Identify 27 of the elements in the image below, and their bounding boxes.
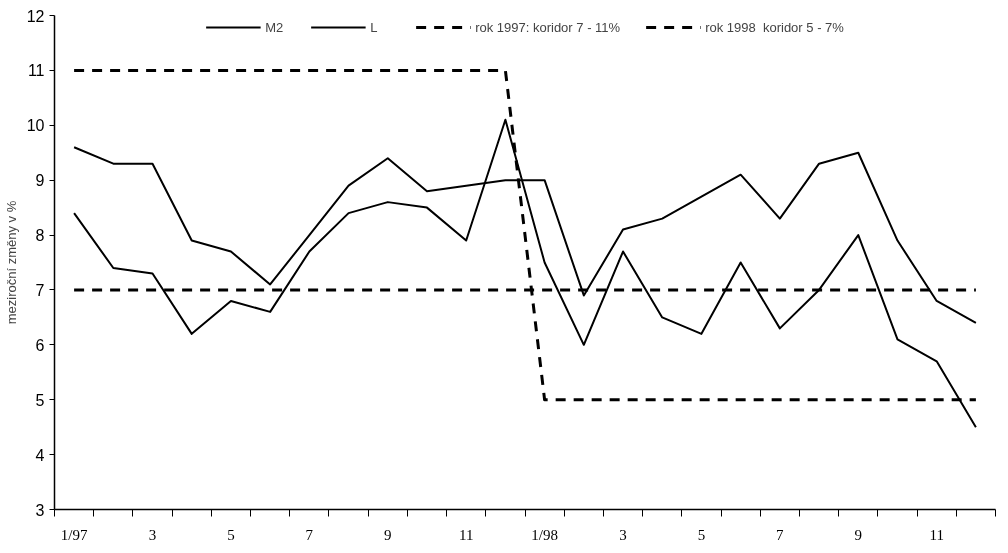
- y-tick-label: 5: [35, 391, 45, 409]
- y-tick-label: 12: [26, 7, 45, 25]
- y-tick-label: 6: [35, 336, 45, 354]
- x-tick-label: 9: [854, 526, 863, 543]
- legend-label: rok 1998 koridor 5 - 7%: [705, 19, 844, 35]
- y-axis-title: meziroční změny v %: [3, 200, 19, 325]
- x-tick-label: 5: [227, 526, 235, 543]
- x-tick-label: 5: [697, 526, 706, 543]
- y-tick-label: 8: [35, 227, 45, 245]
- x-tick-label: 1/98: [531, 526, 558, 543]
- y-tick-label: 7: [35, 281, 45, 299]
- x-tick-label: 7: [305, 526, 314, 543]
- y-tick-label: 11: [27, 62, 45, 80]
- x-tick-label: 11: [458, 526, 474, 543]
- legend-label: M2: [265, 19, 285, 35]
- x-tick-label: 3: [619, 526, 627, 543]
- y-tick-label: 9: [35, 172, 45, 190]
- legend-label: rok 1997: koridor 7 - 11%: [475, 19, 621, 35]
- y-tick-label: 3: [35, 501, 45, 519]
- x-tick-label: 3: [148, 526, 157, 543]
- y-tick-label: 10: [26, 117, 45, 135]
- x-tick-label: 11: [929, 526, 944, 543]
- x-tick-label: 1/97: [60, 526, 88, 543]
- y-tick-label: 4: [35, 446, 45, 464]
- legend-label: L: [370, 19, 379, 35]
- x-tick-label: 7: [776, 526, 785, 543]
- x-tick-label: 9: [384, 526, 392, 543]
